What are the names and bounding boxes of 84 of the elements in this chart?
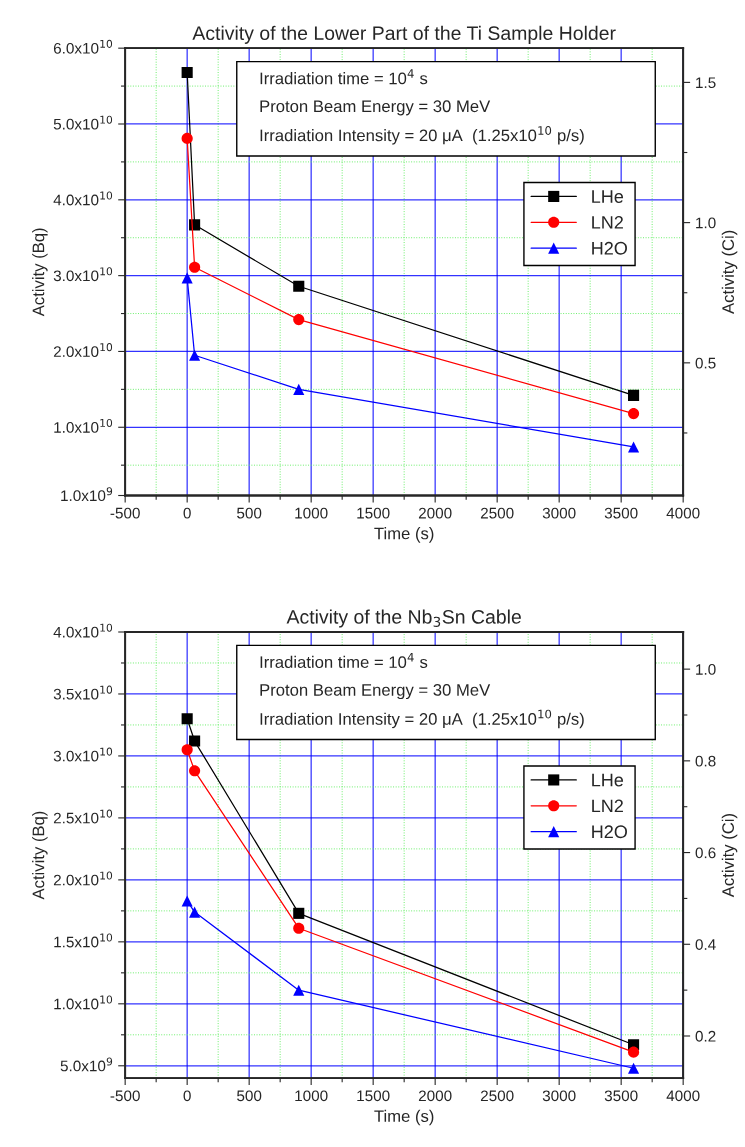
point [628, 441, 640, 453]
point [189, 765, 201, 777]
x-tick-label: -500 [110, 1090, 140, 1102]
point [293, 280, 305, 292]
y-tick-label: 5.0x10$^{9}$ [60, 1057, 113, 1072]
annotation: Irradiation time = 10$^{4}$ s [260, 69, 428, 85]
y2-tick-label: 0.8 [695, 755, 716, 767]
point [189, 349, 201, 361]
point [181, 895, 193, 907]
x-tick-label: -500 [110, 507, 140, 519]
x-tick-label: 1000 [295, 507, 328, 519]
y-tick-label: 3.0x10$^{10}$ [53, 747, 113, 762]
x-tick-label: 3000 [542, 507, 576, 519]
y2-tick-label: 0.6 [695, 847, 716, 859]
point [181, 713, 193, 725]
y-tick-label: 1.0x10$^{9}$ [61, 487, 113, 502]
x-tick-label: 1500 [357, 1090, 390, 1102]
x-tick-label: 2500 [480, 507, 514, 519]
chart-title: Activity of the Lower Part of the Ti Sample Holder [192, 25, 616, 44]
point [628, 1062, 640, 1074]
x-tick-label: 2000 [418, 507, 452, 519]
point [628, 1046, 640, 1058]
legend-label: LN2 [592, 799, 623, 813]
annotation: Irradiation Intensity = 20 μA (1.25x10$^{10}$ p/s) [260, 126, 584, 145]
y2-axis-title: Activity (Ci) [721, 230, 738, 314]
annotation: Irradiation time = 10$^{4}$ s [260, 652, 428, 669]
y2-tick-label: 1.0 [696, 217, 716, 229]
point [189, 735, 201, 747]
y-tick-label: 2.5x10$^{10}$ [53, 809, 113, 824]
point [181, 132, 193, 144]
y-tick-label: 2.0x10$^{10}$ [53, 343, 113, 358]
x-tick-label: 4000 [666, 1090, 700, 1102]
point [293, 984, 305, 996]
chart-title: Activity of the Nb$_{3}$Sn Cable [286, 609, 521, 628]
y2-tick-label: 0.2 [695, 1030, 716, 1042]
annotation: Irradiation Intensity = 20 μA (1.25x10$^{10}$ p/s) [260, 709, 584, 729]
annotation: Proton Beam Energy = 30 MeV [260, 684, 491, 700]
y2-tick-label: 1.0 [696, 664, 716, 675]
y-tick-label: 3.5x10$^{10}$ [53, 685, 113, 700]
y2-tick-label: 0.5 [695, 357, 716, 369]
point [293, 383, 305, 395]
legend-label: LHe [592, 190, 624, 203]
y2-tick-label: 1.5 [696, 77, 716, 89]
x-tick-label: 2000 [418, 1090, 452, 1102]
y-tick-label: 1.5x10$^{10}$ [54, 933, 113, 948]
x-axis-title: Time (s) [374, 1109, 434, 1126]
point [181, 744, 193, 756]
point [293, 314, 305, 326]
x-tick-label: 0 [183, 507, 191, 519]
x-axis-title: Time (s) [374, 527, 434, 543]
point [181, 66, 193, 78]
y-tick-label: 4.0x10$^{10}$ [53, 191, 113, 206]
x-tick-label: 500 [237, 507, 262, 519]
x-tick-label: 0 [183, 1090, 191, 1102]
point [293, 922, 305, 934]
y-tick-label: 6.0x10$^{10}$ [53, 39, 113, 54]
point [189, 261, 201, 273]
point [628, 389, 640, 401]
y-tick-label: 1.0x10$^{10}$ [54, 995, 113, 1010]
x-tick-label: 1000 [295, 1090, 328, 1102]
annotation: Proton Beam Energy = 30 MeV [260, 100, 491, 116]
x-tick-label: 3500 [604, 1090, 638, 1102]
y-tick-label: 1.0x10$^{10}$ [54, 418, 113, 433]
legend-label: LN2 [592, 216, 623, 229]
legend-label: H2O [592, 825, 627, 839]
y2-tick-label: 0.4 [695, 939, 716, 950]
y2-axis-title: Activity (Ci) [721, 814, 738, 898]
legend-label: H2O [592, 241, 627, 255]
y-axis-title: Activity (Bq) [32, 811, 48, 900]
x-tick-label: 3500 [604, 507, 638, 519]
y-tick-label: 5.0x10$^{10}$ [53, 115, 113, 130]
x-tick-label: 1500 [357, 507, 390, 519]
x-tick-label: 4000 [666, 507, 700, 519]
legend-label: LHe [592, 773, 624, 787]
y-axis-title: Activity (Bq) [32, 228, 48, 317]
x-tick-label: 500 [237, 1090, 262, 1102]
y-tick-label: 2.0x10$^{10}$ [53, 871, 113, 886]
point [293, 907, 305, 919]
y-tick-label: 4.0x10$^{10}$ [53, 623, 113, 638]
point [189, 906, 201, 918]
y-tick-label: 3.0x10$^{10}$ [53, 267, 113, 282]
x-tick-label: 3000 [542, 1090, 576, 1102]
x-tick-label: 2500 [480, 1090, 514, 1102]
point [628, 408, 640, 420]
